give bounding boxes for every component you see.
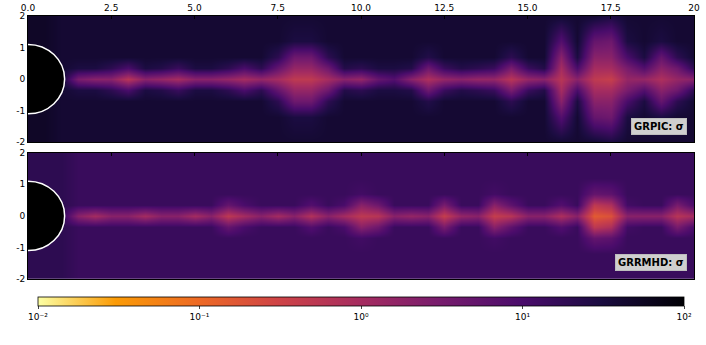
svg-text:12.5: 12.5 xyxy=(434,3,454,13)
svg-text:10⁰: 10⁰ xyxy=(353,312,368,322)
svg-text:-2: -2 xyxy=(16,274,25,284)
svg-text:1: 1 xyxy=(19,43,25,53)
svg-text:5.0: 5.0 xyxy=(187,3,202,13)
svg-text:2.5: 2.5 xyxy=(104,3,118,13)
svg-text:GRRMHD: σ: GRRMHD: σ xyxy=(618,257,684,268)
svg-text:0: 0 xyxy=(19,74,25,84)
svg-text:0.0: 0.0 xyxy=(21,3,36,13)
svg-text:15.0: 15.0 xyxy=(517,3,537,13)
svg-text:10¹: 10¹ xyxy=(515,312,530,322)
svg-text:2: 2 xyxy=(19,148,25,158)
svg-text:10.0: 10.0 xyxy=(351,3,371,13)
svg-text:20: 20 xyxy=(688,3,700,13)
svg-text:GRPIC: σ: GRPIC: σ xyxy=(634,121,684,132)
svg-text:0: 0 xyxy=(19,211,25,221)
svg-text:-1: -1 xyxy=(16,106,25,116)
svg-text:1: 1 xyxy=(19,179,25,189)
svg-text:10⁻¹: 10⁻¹ xyxy=(190,312,210,322)
svg-text:7.5: 7.5 xyxy=(271,3,285,13)
svg-text:10²: 10² xyxy=(676,312,691,322)
svg-text:-2: -2 xyxy=(16,137,25,147)
svg-text:2: 2 xyxy=(19,11,25,21)
svg-text:-1: -1 xyxy=(16,243,25,253)
svg-text:10⁻²: 10⁻² xyxy=(28,312,48,322)
svg-text:17.5: 17.5 xyxy=(601,3,621,13)
